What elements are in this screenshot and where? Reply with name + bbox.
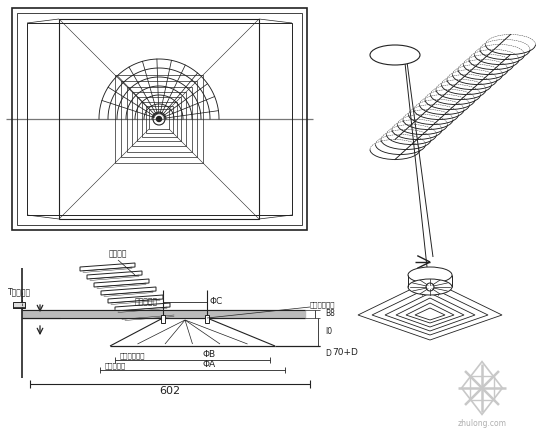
Bar [137, 97, 181, 141]
Text: 602: 602 [160, 386, 180, 396]
Bar [13, 302, 25, 308]
Bar [132, 92, 186, 146]
Text: zhulong.com: zhulong.com [458, 419, 506, 428]
Ellipse shape [408, 267, 452, 283]
Bar [470, 376, 494, 400]
Text: 软管防脱卡扣: 软管防脱卡扣 [310, 302, 335, 308]
Bar [59, 19, 259, 219]
Bar [161, 315, 165, 323]
Bar [127, 86, 192, 152]
Bar [12, 8, 307, 230]
Bar [146, 106, 172, 133]
Text: 出风口尺寸: 出风口尺寸 [105, 362, 126, 369]
Text: ΦC: ΦC [210, 297, 223, 307]
Ellipse shape [370, 45, 420, 65]
Text: 最大颈部尺寸: 最大颈部尺寸 [120, 353, 146, 359]
Circle shape [156, 117, 161, 121]
Text: 伸缩软管: 伸缩软管 [109, 249, 127, 258]
Text: T形搞板架: T形搞板架 [8, 287, 31, 297]
Bar [121, 81, 197, 157]
Text: I0: I0 [325, 328, 332, 336]
Text: 散流器颈部: 散流器颈部 [135, 297, 158, 307]
Text: D: D [325, 349, 331, 358]
Ellipse shape [408, 279, 452, 295]
Text: ΦB: ΦB [203, 350, 216, 359]
Bar [142, 102, 176, 137]
Bar [149, 109, 169, 129]
Bar [17, 13, 302, 225]
Bar [205, 315, 209, 323]
Bar [27, 23, 292, 215]
Text: ΦA: ΦA [203, 360, 216, 369]
Bar [115, 75, 203, 163]
Text: 70+D: 70+D [332, 348, 358, 357]
Text: B8: B8 [325, 310, 335, 318]
